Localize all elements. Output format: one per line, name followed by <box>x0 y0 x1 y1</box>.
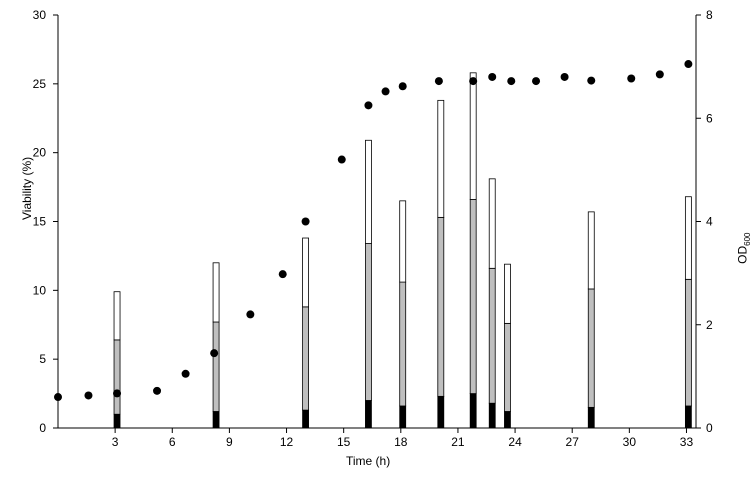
od600-point <box>210 349 219 358</box>
x-axis-label: Time (h) <box>346 454 391 468</box>
od600-point <box>434 77 443 86</box>
y-axis-right-label-main: OD <box>735 245 750 264</box>
bar-segment <box>113 413 121 429</box>
y-axis-right-label-sub: 600 <box>742 232 750 246</box>
bar-segment <box>399 405 407 429</box>
bar-segment <box>365 139 372 244</box>
od600-point <box>364 101 373 110</box>
bar-segment <box>302 409 309 429</box>
y-right-tick-label: 4 <box>706 215 713 229</box>
x-tick-label: 30 <box>623 435 637 449</box>
x-tick-label: 18 <box>394 435 408 449</box>
od600-point <box>587 76 596 85</box>
od600-point <box>337 155 346 164</box>
bar-segment <box>587 288 595 408</box>
bar-segment <box>504 322 511 412</box>
bar-segment <box>399 200 407 283</box>
bar-segment <box>488 402 496 429</box>
y-left-tick-label: 15 <box>33 215 47 229</box>
x-tick-label: 6 <box>169 435 176 449</box>
od600-point <box>301 217 310 226</box>
bar-segment <box>399 281 407 407</box>
od600-point <box>278 270 287 279</box>
y-axis-right-label: OD600 <box>735 233 750 264</box>
x-tick-label: 33 <box>680 435 694 449</box>
x-tick-label: 27 <box>566 435 580 449</box>
bar-segment <box>488 267 496 404</box>
bar-segment <box>437 395 445 429</box>
od600-point <box>54 393 62 402</box>
y-left-tick-label: 5 <box>39 352 46 366</box>
y-right-tick-label: 8 <box>706 8 713 22</box>
y-right-tick-label: 0 <box>706 421 713 435</box>
y-left-tick-label: 25 <box>33 77 47 91</box>
bar-segment <box>488 178 496 269</box>
x-tick-label: 3 <box>112 435 119 449</box>
od600-point <box>488 72 497 81</box>
y-axis-left-label: Viability (%) <box>20 156 34 220</box>
bar-segment <box>684 405 692 429</box>
bar-segment <box>212 321 220 412</box>
bar-segment <box>469 393 477 429</box>
bar-segment <box>113 339 121 415</box>
od600-point <box>684 60 693 69</box>
bar-segment <box>365 400 372 429</box>
bar-segment <box>437 99 445 218</box>
bar-segment <box>469 199 477 394</box>
od600-point <box>381 87 390 96</box>
bar-segment <box>469 72 477 200</box>
x-tick-label: 12 <box>280 435 294 449</box>
bar-segment <box>302 306 309 411</box>
y-right-tick-label: 2 <box>706 318 713 332</box>
x-tick-label: 24 <box>508 435 522 449</box>
od600-point <box>627 74 636 83</box>
bar-segment <box>212 411 220 429</box>
y-right-tick-label: 6 <box>706 111 713 125</box>
od600-point <box>113 389 122 398</box>
x-tick-label: 9 <box>226 435 233 449</box>
bar-segment <box>587 406 595 429</box>
y-left-tick-label: 0 <box>39 421 46 435</box>
bar-segment <box>684 196 692 280</box>
od600-point <box>560 72 569 81</box>
x-tick-label: 21 <box>451 435 465 449</box>
bar-segment <box>113 291 121 341</box>
x-tick-label: 15 <box>337 435 351 449</box>
bar-segment <box>587 211 595 290</box>
od600-points <box>54 60 693 402</box>
stacked-bars <box>113 72 692 429</box>
od600-point <box>532 77 541 86</box>
bar-segment <box>437 216 445 397</box>
od600-point <box>507 77 516 86</box>
bar-segment <box>302 237 309 308</box>
od600-point <box>469 77 478 86</box>
od600-point <box>398 82 407 91</box>
y-left-tick-label: 10 <box>33 283 47 297</box>
bar-segment <box>504 411 511 429</box>
y-left-tick-label: 20 <box>33 146 47 160</box>
bar-segment <box>504 263 511 324</box>
od600-point <box>153 386 162 395</box>
bar-segment <box>212 262 220 323</box>
bar-segment <box>684 278 692 407</box>
od600-point <box>655 70 664 79</box>
y-left-tick-label: 30 <box>33 8 47 22</box>
od600-point <box>246 310 255 319</box>
od600-point <box>181 369 190 378</box>
bar-segment <box>365 243 372 401</box>
od600-point <box>84 391 93 400</box>
